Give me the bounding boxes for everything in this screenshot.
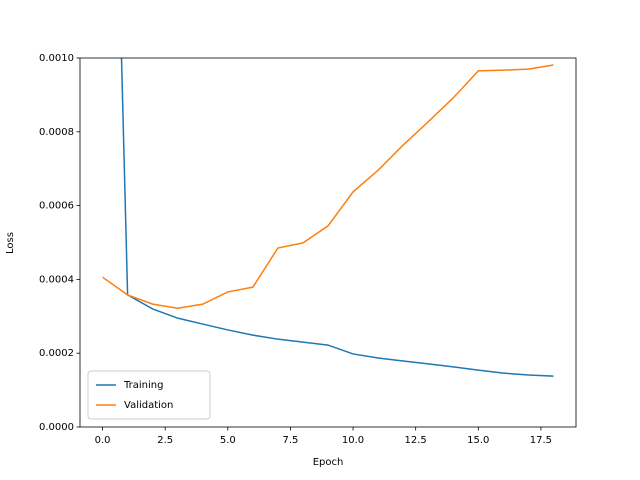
- x-tick-label: 15.0: [467, 435, 489, 446]
- x-tick-label: 0.0: [95, 435, 111, 446]
- axes-frame: [79, 57, 577, 428]
- x-axis-label: Epoch: [313, 457, 344, 468]
- line-series: [102, 64, 554, 309]
- x-tick-label: 2.5: [157, 435, 173, 446]
- y-axis-label: Loss: [5, 232, 16, 254]
- x-tick-label: 7.5: [282, 435, 298, 446]
- legend-label: Validation: [124, 400, 173, 411]
- y-tick-label: 0.0008: [39, 127, 74, 138]
- x-tick-label: 17.5: [530, 435, 552, 446]
- y-tick-label: 0.0000: [39, 422, 74, 433]
- x-tick-label: 12.5: [405, 435, 427, 446]
- x-tick-label: 10.0: [342, 435, 364, 446]
- line-series: [120, 58, 554, 377]
- y-tick-label: 0.0006: [39, 201, 74, 212]
- legend-label: Training: [123, 380, 163, 391]
- y-tick-label: 0.0004: [39, 274, 74, 285]
- x-tick-label: 5.0: [220, 435, 236, 446]
- y-tick-label: 0.0002: [39, 348, 74, 359]
- y-tick-label: 0.0010: [39, 53, 74, 64]
- plot-area: [102, 58, 554, 377]
- legend-box: [87, 370, 211, 420]
